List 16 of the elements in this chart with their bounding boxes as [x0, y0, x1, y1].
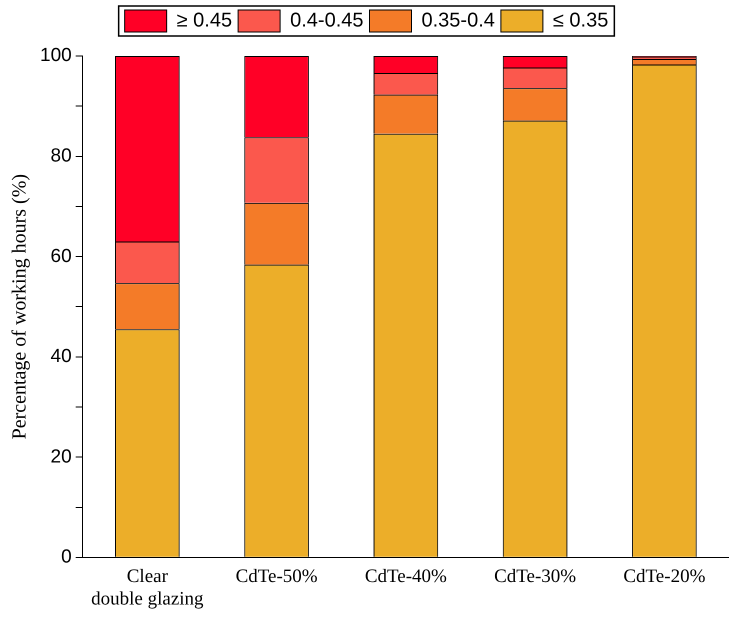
legend-label: ≥ 0.45 — [176, 10, 232, 32]
y-tick-label: 100 — [40, 45, 72, 66]
y-tick-label: 40 — [50, 346, 72, 368]
x-tick-label: CdTe-50% — [236, 566, 318, 587]
y-tick-label: 80 — [50, 146, 72, 167]
y-tick-label: 0 — [61, 546, 72, 568]
y-axis-title: Percentage of working hours (%) — [8, 174, 30, 440]
y-tick-label: 60 — [50, 246, 72, 267]
legend-label: ≤ 0.35 — [552, 10, 608, 32]
x-tick-label: Clear double glazing — [91, 566, 204, 610]
legend-label: 0.4-0.45 — [290, 10, 364, 32]
x-tick-label: CdTe-30% — [494, 566, 576, 587]
legend-label: 0.35-0.4 — [422, 10, 495, 32]
x-tick-label: CdTe-20% — [623, 566, 706, 587]
x-tick-label: CdTe-40% — [364, 566, 448, 587]
y-tick-label: 20 — [50, 446, 72, 468]
